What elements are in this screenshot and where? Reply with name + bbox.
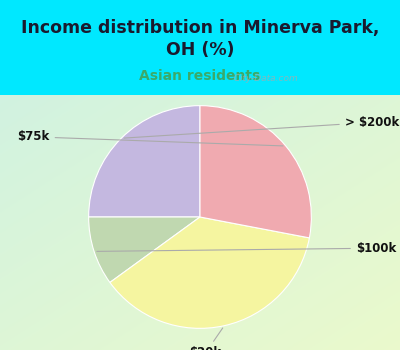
Text: $20k: $20k (190, 328, 223, 350)
Text: > $200k: > $200k (124, 116, 399, 138)
Text: Asian residents: Asian residents (139, 69, 261, 83)
Text: $75k: $75k (18, 130, 283, 146)
Text: City-Data.com: City-Data.com (228, 75, 298, 83)
Text: Income distribution in Minerva Park,
OH (%): Income distribution in Minerva Park, OH … (21, 19, 379, 59)
Wedge shape (110, 217, 309, 328)
Wedge shape (89, 106, 200, 217)
Text: $100k: $100k (97, 242, 396, 255)
Wedge shape (200, 106, 311, 238)
Wedge shape (89, 217, 200, 282)
